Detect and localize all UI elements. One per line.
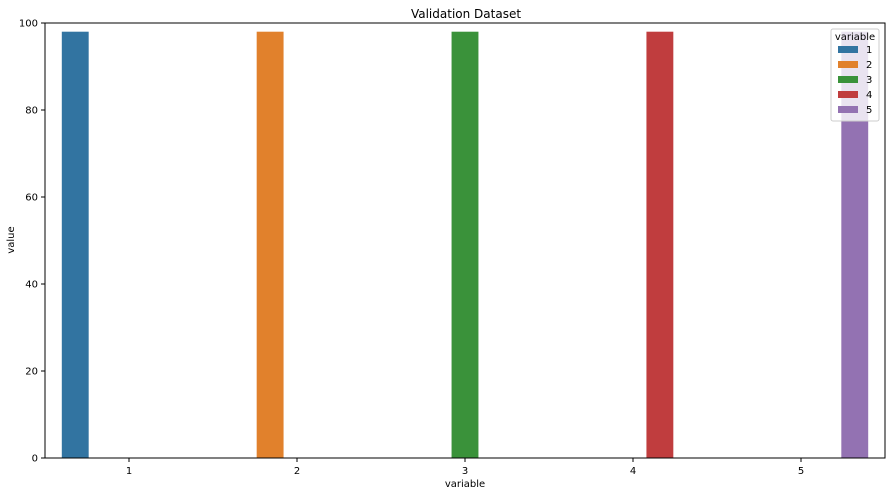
legend-label-5: 5: [866, 105, 872, 116]
bar-series-4-cat-4: [646, 31, 674, 458]
legend-swatch-4: [838, 91, 858, 98]
legend-swatch-5: [838, 106, 858, 113]
legend: variable 1 2 3 4 5: [830, 28, 880, 122]
x-tick-label: 2: [294, 466, 300, 477]
y-tick-label: 80: [25, 106, 38, 117]
y-tick-label: 40: [25, 280, 38, 291]
x-axis-label: variable: [445, 479, 485, 490]
y-axis: 0 20 40 60 80 100: [19, 19, 45, 465]
y-tick-label: 60: [25, 193, 38, 204]
bar-series-1-cat-1: [61, 31, 89, 458]
legend-swatch-3: [838, 76, 858, 83]
legend-items: 1 2 3 4 5: [838, 45, 872, 116]
legend-swatch-2: [838, 61, 858, 68]
bar-series-3-cat-3: [451, 31, 479, 458]
x-tick-label: 1: [126, 466, 132, 477]
legend-label-4: 4: [866, 90, 872, 101]
legend-label-2: 2: [866, 60, 872, 71]
x-axis: 1 2 3 4 5: [126, 458, 804, 477]
x-tick-label: 5: [798, 466, 804, 477]
chart-title: Validation Dataset: [411, 7, 521, 21]
plot-area: [44, 22, 886, 459]
y-tick-label: 100: [19, 19, 38, 30]
x-tick-label: 3: [462, 466, 468, 477]
bar-series-2-cat-2: [256, 31, 284, 458]
y-tick-label: 20: [25, 367, 38, 378]
y-axis-label: value: [6, 226, 17, 253]
y-tick-label: 0: [32, 454, 38, 465]
bars-group: [61, 31, 869, 458]
legend-label-1: 1: [866, 45, 872, 56]
legend-title: variable: [835, 32, 875, 43]
x-tick-label: 4: [630, 466, 636, 477]
legend-swatch-1: [838, 46, 858, 53]
legend-label-3: 3: [866, 75, 872, 86]
